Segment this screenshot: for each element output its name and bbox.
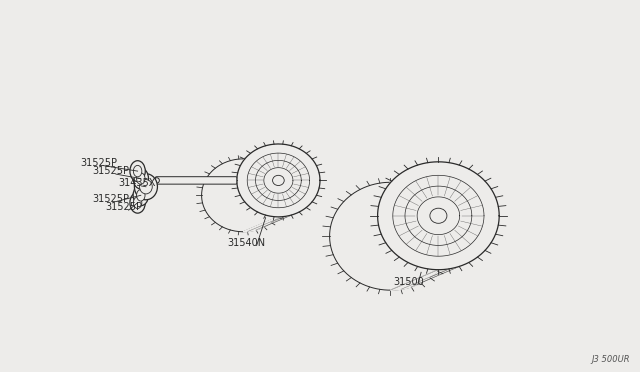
Text: J3 500UR: J3 500UR [592, 355, 630, 364]
Ellipse shape [134, 174, 157, 200]
Ellipse shape [133, 197, 142, 208]
Polygon shape [243, 144, 320, 232]
Text: 31525P: 31525P [93, 193, 130, 203]
Ellipse shape [133, 166, 142, 177]
Text: 31525P: 31525P [106, 202, 143, 212]
Polygon shape [237, 144, 320, 217]
Text: 31500: 31500 [394, 276, 424, 286]
Text: 31540N: 31540N [227, 237, 266, 247]
Polygon shape [378, 162, 499, 270]
Polygon shape [202, 159, 285, 232]
Ellipse shape [136, 190, 145, 201]
Ellipse shape [133, 185, 148, 206]
Polygon shape [330, 182, 451, 290]
Polygon shape [390, 162, 499, 290]
Text: 31525P: 31525P [80, 157, 117, 167]
Ellipse shape [273, 175, 284, 186]
Ellipse shape [140, 180, 152, 194]
FancyBboxPatch shape [156, 177, 237, 184]
Text: 31435X: 31435X [118, 178, 156, 188]
Ellipse shape [130, 192, 145, 213]
Text: 31525P: 31525P [93, 166, 130, 176]
Ellipse shape [154, 178, 159, 183]
Ellipse shape [136, 173, 145, 184]
Ellipse shape [430, 208, 447, 223]
Ellipse shape [130, 161, 145, 182]
Ellipse shape [133, 168, 148, 189]
